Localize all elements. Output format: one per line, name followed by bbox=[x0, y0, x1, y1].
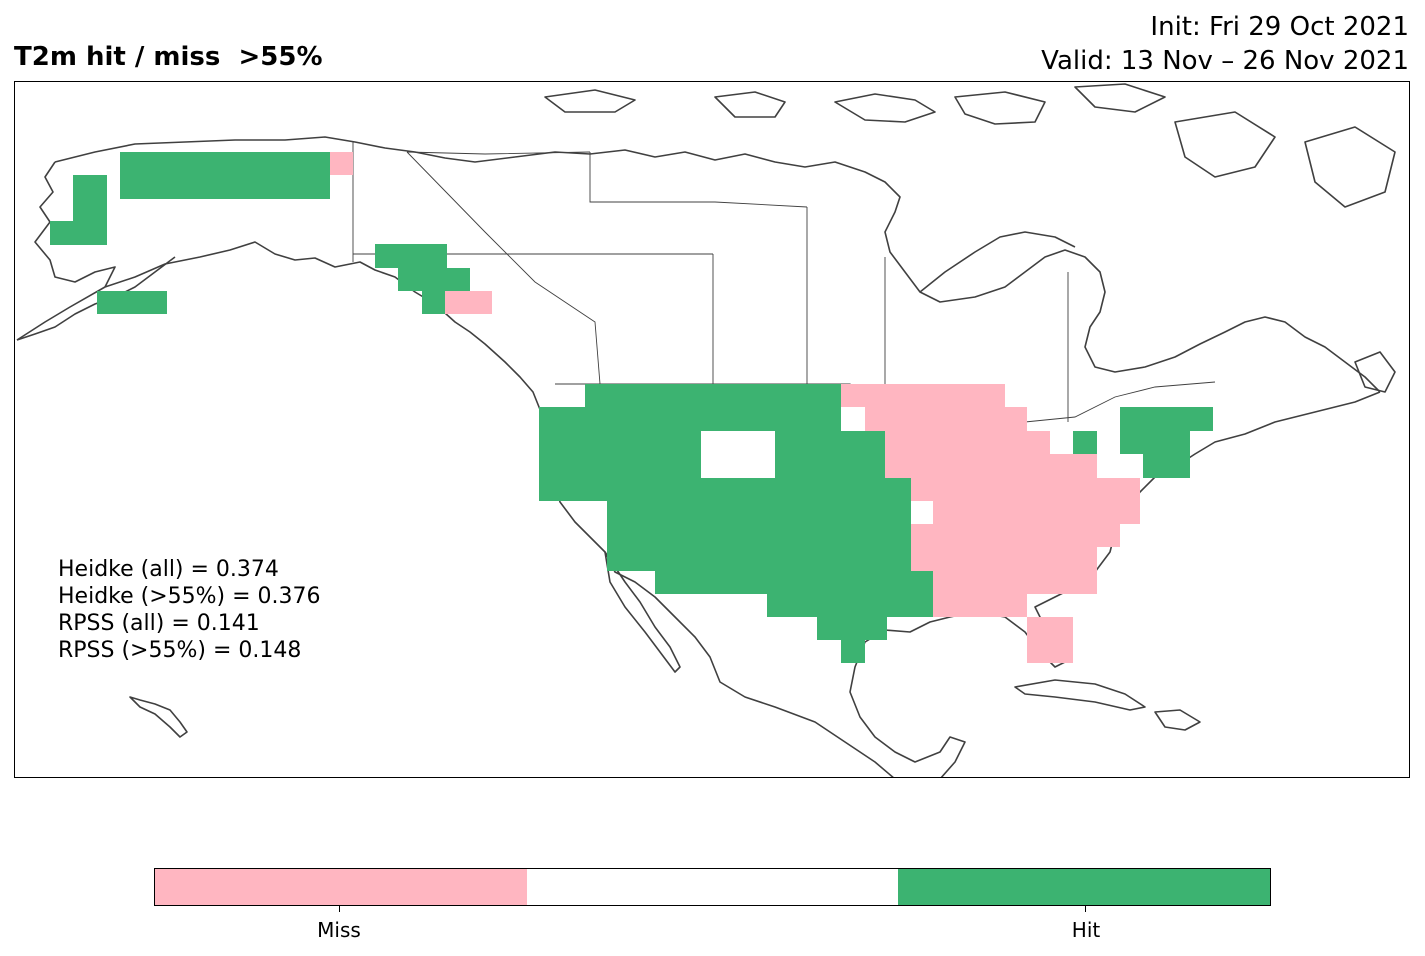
cell-upper-midwest-and-great-lakes-2 bbox=[885, 431, 1050, 454]
cell-western-united-states-3 bbox=[655, 571, 725, 594]
newfoundland bbox=[1354, 351, 1396, 393]
cell-southern-plains-and-texas-4 bbox=[841, 640, 865, 663]
border-bc-alberta bbox=[406, 151, 601, 385]
cell-alaska-3 bbox=[97, 291, 167, 314]
coastline-alaska-west bbox=[34, 161, 116, 288]
cell-northeast-united-states-2 bbox=[1120, 431, 1190, 454]
island-4 bbox=[1074, 83, 1166, 113]
cell-northeast-united-states-0 bbox=[1073, 431, 1097, 454]
colorbar-hit-segment bbox=[898, 869, 1271, 905]
coastline-alaska-peninsula bbox=[16, 256, 176, 341]
cell-northern-plains-2 bbox=[701, 478, 911, 524]
cell-southern-plains-and-texas-3 bbox=[817, 617, 887, 640]
cell-southeast-alaska-panhandle-2 bbox=[422, 291, 445, 314]
cell-northern-plains-1 bbox=[775, 431, 895, 478]
coastline-arctic-canada bbox=[514, 149, 1381, 393]
cell-ohio-valley-and-southeast-4 bbox=[1027, 617, 1073, 663]
cell-ohio-valley-and-southeast-2 bbox=[933, 571, 1097, 594]
island-7 bbox=[544, 89, 636, 113]
map-svg bbox=[16, 83, 1396, 777]
cuba bbox=[1014, 679, 1146, 711]
cell-upper-midwest-and-great-lakes-1 bbox=[865, 407, 1027, 431]
island-2 bbox=[954, 91, 1046, 125]
island-3 bbox=[714, 91, 786, 118]
coastline-alaska-north bbox=[54, 136, 516, 163]
cell-northeast-united-states-1 bbox=[1120, 407, 1213, 431]
cell-southern-plains-and-texas-0 bbox=[725, 524, 933, 571]
rpss-all: RPSS (all) = 0.141 bbox=[58, 611, 260, 636]
cell-southeast-alaska-panhandle-1 bbox=[398, 268, 470, 291]
colorbar-neutral-segment bbox=[526, 869, 899, 905]
skill-scores: Heidke (all) = 0.374 Heidke (>55%) = 0.3… bbox=[58, 556, 321, 664]
colorbar-tick-miss bbox=[339, 906, 340, 912]
cell-upper-midwest-and-great-lakes-0 bbox=[841, 384, 1005, 407]
hawaii bbox=[129, 696, 188, 738]
heidke-all: Heidke (all) = 0.374 bbox=[58, 557, 279, 582]
baja-california bbox=[604, 551, 681, 673]
cell-upper-midwest-and-great-lakes-3 bbox=[885, 454, 1097, 478]
cell-southern-plains-and-texas-1 bbox=[725, 571, 933, 594]
coastline-hudson-bay bbox=[919, 231, 1076, 293]
colorbar bbox=[154, 868, 1271, 906]
legend-miss-label: Miss bbox=[317, 918, 361, 942]
cell-southern-panhandle-patch-0 bbox=[445, 291, 492, 314]
rpss-55: RPSS (>55%) = 0.148 bbox=[58, 638, 302, 663]
forecast-cells bbox=[50, 152, 1213, 663]
map-title: T2m hit / miss >55% bbox=[14, 42, 323, 72]
colorbar-miss-segment bbox=[155, 869, 527, 905]
cell-southeast-alaska-panhandle-0 bbox=[375, 244, 447, 268]
cell-ohio-valley-and-southeast-0 bbox=[911, 524, 1120, 547]
cell-alaska-0 bbox=[120, 152, 330, 199]
cell-alaska-1 bbox=[73, 175, 107, 245]
cell-northern-plains-0 bbox=[701, 384, 841, 431]
coastline-mainland-west bbox=[16, 241, 894, 777]
map-panel bbox=[14, 81, 1410, 778]
cell-upper-midwest-and-great-lakes-5 bbox=[933, 501, 1140, 524]
heidke-55: Heidke (>55%) = 0.376 bbox=[58, 584, 321, 609]
cell-upper-midwest-and-great-lakes-4 bbox=[911, 478, 1140, 501]
border-nwt bbox=[589, 152, 808, 208]
cell-ohio-valley-and-southeast-3 bbox=[933, 594, 1027, 617]
cell-northeast-united-states-3 bbox=[1143, 454, 1190, 478]
init-date: Init: Fri 29 Oct 2021 bbox=[1150, 12, 1409, 42]
colorbar-tick-hit bbox=[1085, 906, 1086, 912]
island-6 bbox=[1304, 126, 1396, 208]
date-info: Init: Fri 29 Oct 2021 Valid: 13 Nov – 26… bbox=[1041, 10, 1409, 78]
island-5 bbox=[1174, 111, 1276, 178]
cell-southern-plains-and-texas-2 bbox=[767, 594, 933, 617]
border-yt bbox=[406, 151, 591, 155]
legend-hit-label: Hit bbox=[1071, 918, 1101, 942]
cell-ohio-valley-and-southeast-1 bbox=[911, 547, 1097, 571]
hispaniola bbox=[1154, 709, 1201, 731]
island-1 bbox=[834, 93, 936, 123]
cell-western-united-states-1 bbox=[539, 407, 701, 501]
cell-western-united-states-0 bbox=[585, 384, 701, 407]
cell-alaska-2 bbox=[50, 221, 75, 245]
valid-range: Valid: 13 Nov – 26 Nov 2021 bbox=[1041, 46, 1409, 76]
cell-alaska-northeast-corner-0 bbox=[330, 152, 353, 175]
